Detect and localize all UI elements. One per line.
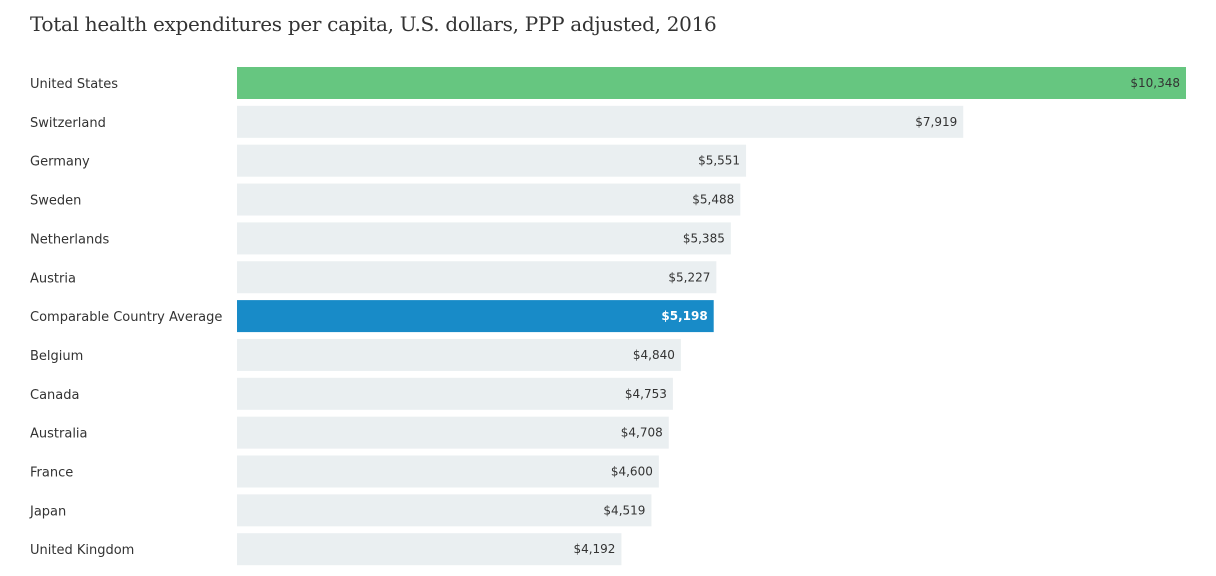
value-label: $4,600: [611, 465, 653, 479]
bar: [237, 455, 659, 488]
chart-title: Total health expenditures per capita, U.…: [30, 12, 717, 36]
category-label: Sweden: [30, 194, 81, 209]
bar-row-germany: Germany $5,551: [30, 144, 747, 177]
bar: [237, 533, 622, 566]
value-label: $4,519: [603, 503, 645, 517]
bar-row-sweden: Sweden $5,488: [30, 183, 741, 216]
bar: [237, 144, 747, 177]
category-label: France: [30, 466, 73, 481]
bar-row-japan: Japan $4,519: [29, 494, 652, 527]
category-label: Switzerland: [30, 116, 106, 131]
category-label: United Kingdom: [30, 543, 134, 558]
bar-row-australia: Australia $4,708: [30, 416, 669, 449]
bar: [237, 261, 717, 294]
bar-row-switzerland: Switzerland $7,919: [30, 105, 964, 138]
bar: [237, 377, 673, 410]
bar-row-france: France $4,600: [30, 455, 659, 488]
value-label: $5,385: [683, 231, 725, 245]
value-label: $10,348: [1130, 76, 1180, 90]
bar-row-canada: Canada $4,753: [30, 377, 673, 410]
value-label: $4,753: [625, 387, 667, 401]
bar: [237, 105, 964, 138]
value-label: $5,488: [692, 193, 734, 207]
bar-row-austria: Austria $5,227: [30, 261, 717, 294]
category-label: Germany: [30, 155, 90, 170]
bar-row-united-states: United States $10,348: [30, 67, 1186, 99]
category-label: Japan: [29, 504, 66, 519]
category-label: Belgium: [30, 349, 83, 364]
value-label: $4,708: [621, 426, 663, 440]
bar: [237, 222, 731, 255]
value-label: $5,198: [661, 309, 707, 323]
category-label: Netherlands: [30, 232, 109, 247]
bar: [237, 67, 1186, 99]
bar: [237, 416, 669, 449]
category-label: Canada: [30, 388, 79, 403]
category-label: Comparable Country Average: [30, 310, 222, 325]
bar-row-belgium: Belgium $4,840: [30, 338, 681, 371]
value-label: $5,227: [668, 270, 710, 284]
value-label: $4,840: [633, 348, 675, 362]
bar: [237, 300, 714, 333]
value-label: $4,192: [573, 542, 615, 556]
bar-row-comparable-country-average: Comparable Country Average $5,198: [30, 300, 714, 333]
bar-row-netherlands: Netherlands $5,385: [30, 222, 731, 255]
value-label: $5,551: [698, 154, 740, 168]
bar: [237, 338, 681, 371]
bar: [237, 183, 741, 216]
category-label: United States: [30, 77, 118, 92]
value-label: $7,919: [915, 115, 957, 129]
category-label: Australia: [30, 427, 88, 442]
bar-row-united-kingdom: United Kingdom $4,192: [30, 533, 622, 566]
bar: [237, 494, 652, 527]
category-label: Austria: [30, 271, 76, 286]
